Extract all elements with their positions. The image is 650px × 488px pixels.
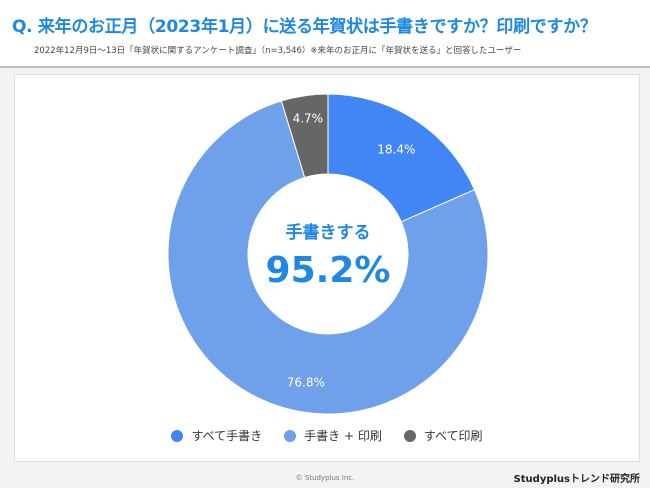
legend-item: すべて手書き: [171, 427, 262, 444]
legend-label: 手書き + 印刷: [304, 429, 382, 443]
data-label: 18.4%: [377, 142, 415, 156]
data-label: 76.8%: [287, 376, 325, 390]
legend-item: すべて印刷: [403, 427, 483, 444]
legend-label: すべて手書き: [191, 429, 263, 443]
donut-slice-3: [280, 93, 329, 179]
donut-slice-1: [327, 93, 476, 223]
header: Q. 来年のお正月（2023年1月）に送る年賀状は手書きですか？印刷ですか？ 2…: [0, 0, 650, 68]
chart-title: Q. 来年のお正月（2023年1月）に送る年賀状は手書きですか？印刷ですか？: [12, 17, 597, 37]
data-label: 4.7%: [293, 111, 324, 125]
legend-label: すべて印刷: [423, 429, 483, 443]
chart-panel: 18.4% 76.8% 4.7% 手書きする 95.2% すべて手書き 手書き + …: [14, 74, 640, 462]
center-label: 手書きする: [286, 222, 371, 243]
donut-chart: 18.4% 76.8% 4.7% 手書きする 95.2%: [167, 93, 489, 415]
donut-slice-2: [167, 100, 489, 415]
copyright: © Studyplus Inc.: [295, 474, 355, 482]
chart-subtitle: 2022年12月9日〜13日「年賀状に関するアンケート調査」（n=3,546）※…: [34, 46, 522, 56]
legend-swatch: [284, 429, 297, 442]
legend-swatch: [171, 429, 184, 442]
legend-item: 手書き + 印刷: [284, 427, 382, 444]
legend: すべて手書き 手書き + 印刷 すべて印刷: [15, 427, 639, 444]
center-value: 95.2%: [266, 250, 391, 291]
brand-logo: Studyplusトレンド研究所: [513, 474, 640, 485]
legend-swatch: [403, 429, 416, 442]
